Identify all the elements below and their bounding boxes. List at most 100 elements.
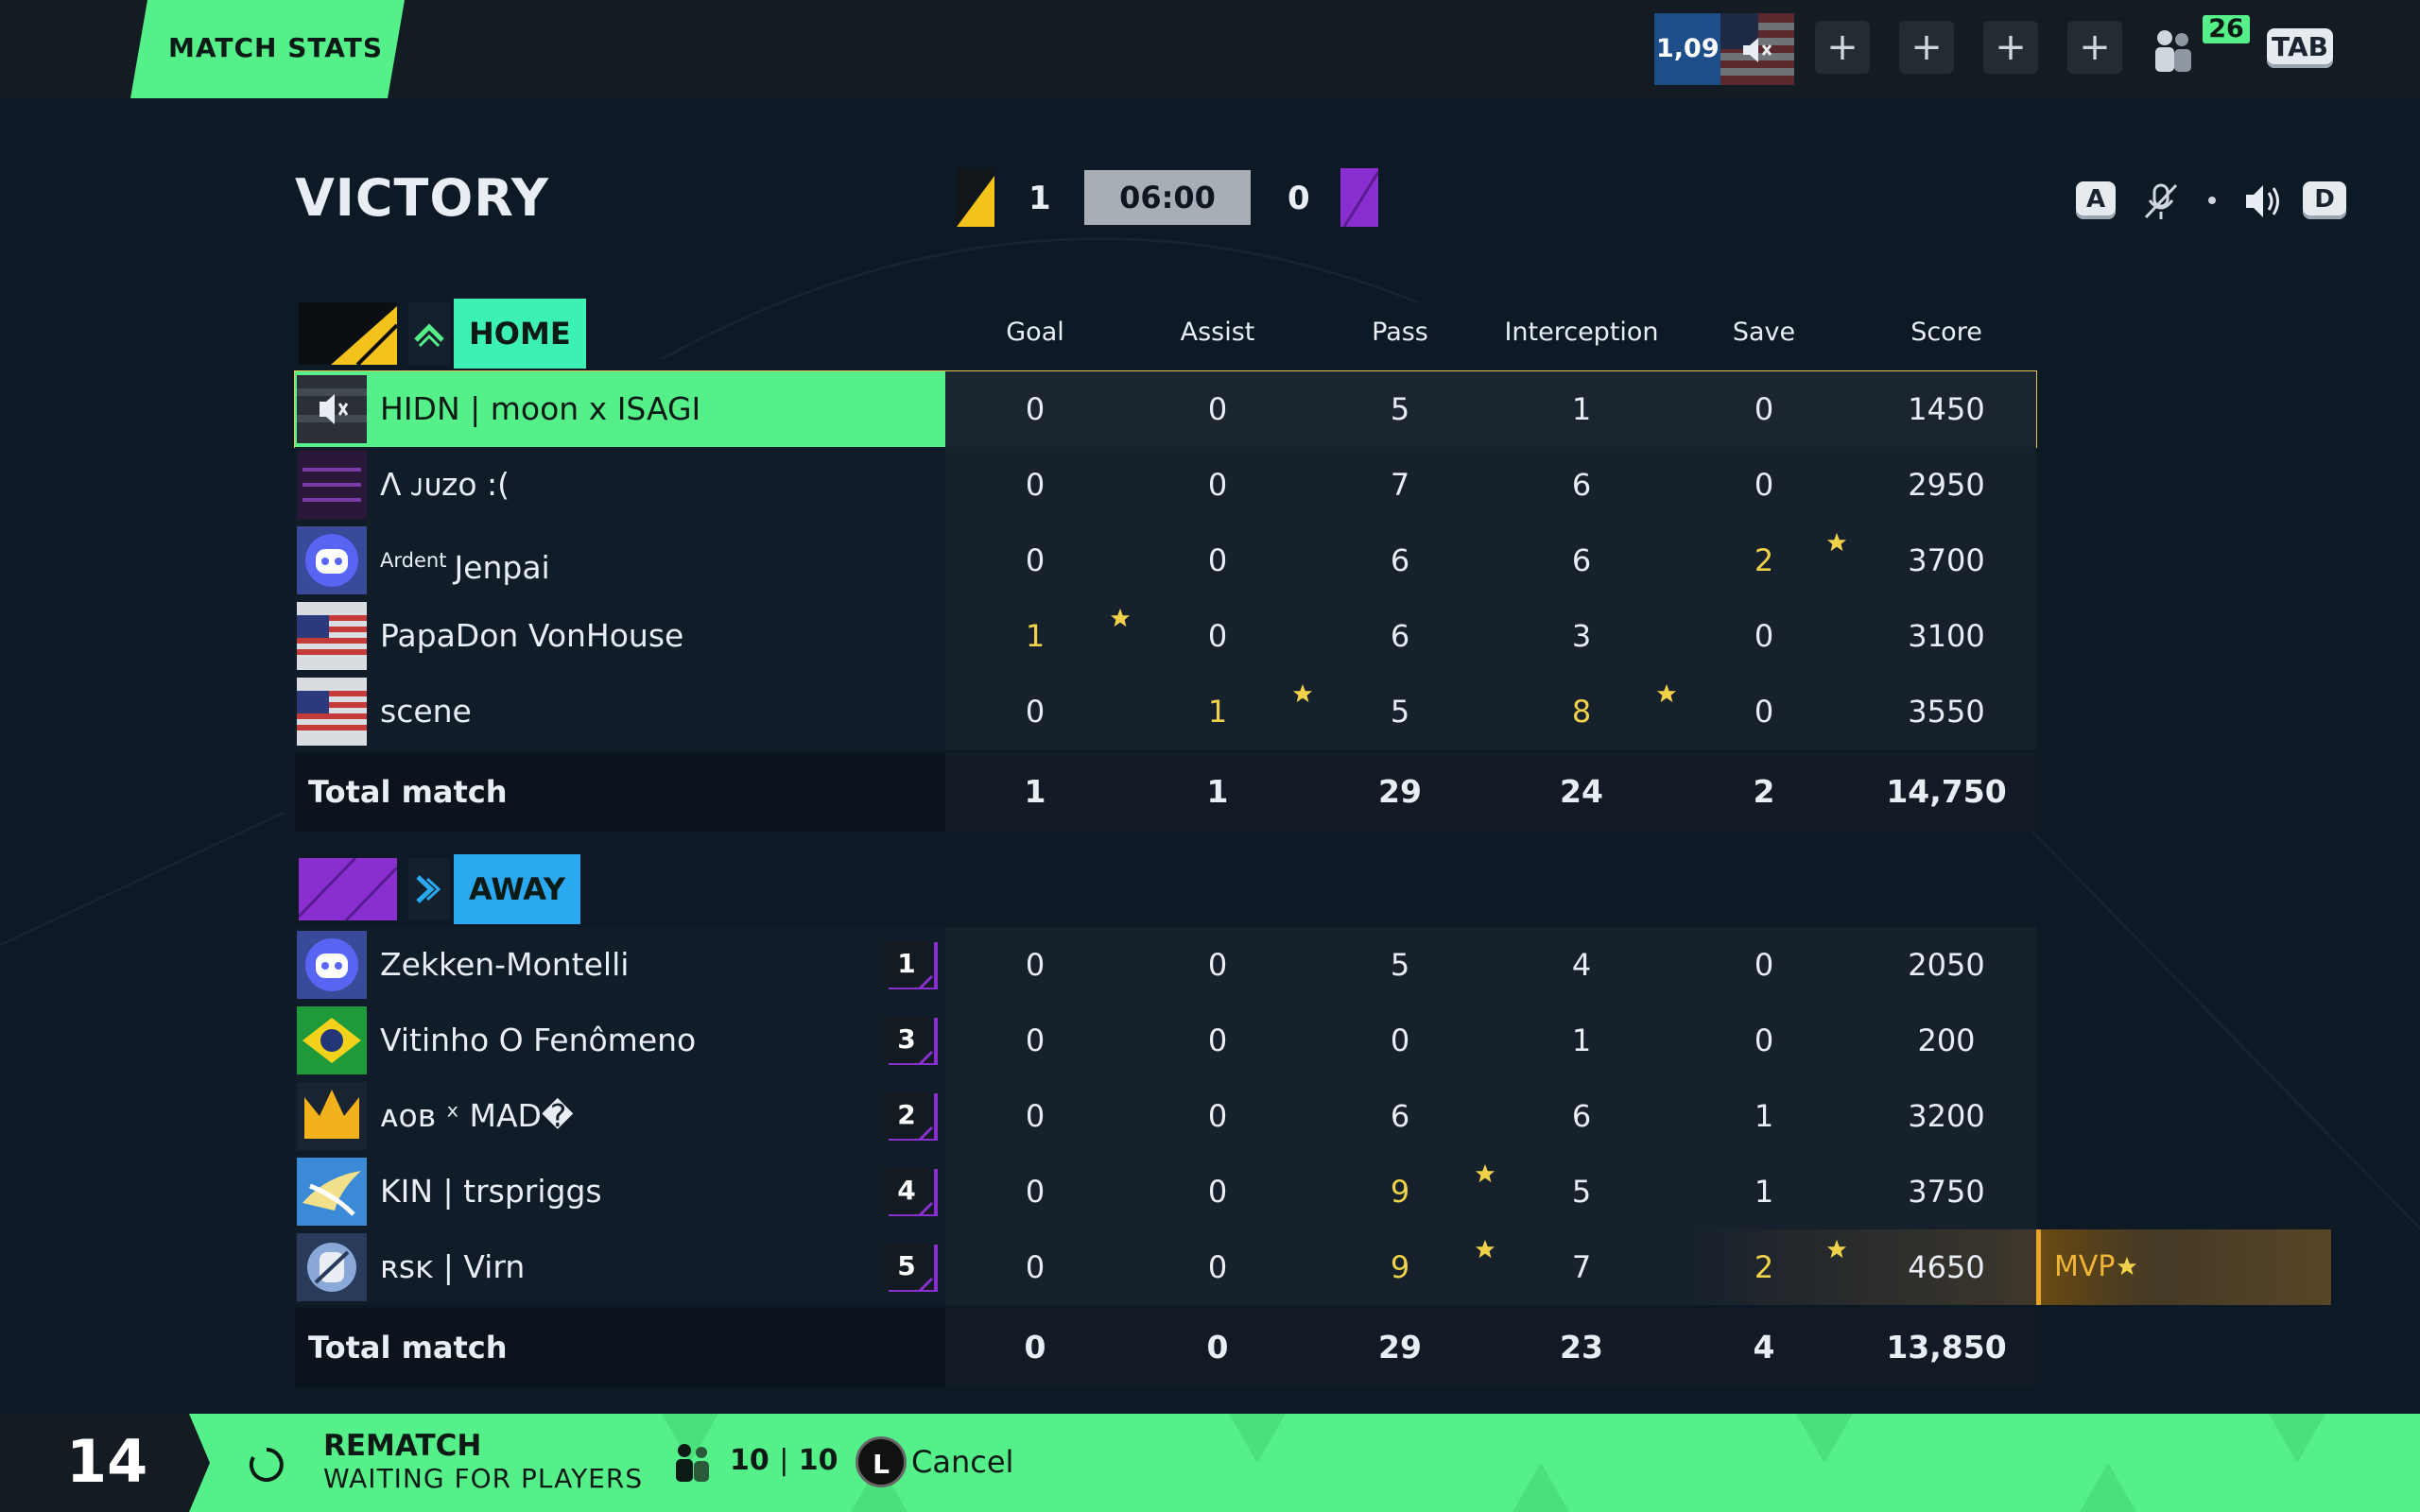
col-score: Score: [1910, 318, 1982, 347]
speaker-icon[interactable]: [2244, 181, 2286, 221]
separator-dot: [2208, 197, 2216, 204]
player-name: ᴀᴏʙ ˣ MAD�: [380, 1097, 574, 1134]
table-row[interactable]: PapaDon VonHouse 1 0 6 3 0 3100: [295, 598, 2036, 674]
table-row[interactable]: HIDN | moon x ISAGI 0 0 5 1 0 1450: [294, 370, 2037, 448]
avatar: [297, 602, 367, 670]
stat-pass: 9: [1390, 1249, 1410, 1285]
stat-score: 3200: [1908, 1098, 1985, 1134]
goalkeeper-glove-icon: [297, 1233, 367, 1301]
tab-key-hint[interactable]: TAB: [2267, 28, 2333, 68]
stat-goal: 0: [1025, 542, 1046, 578]
tab-match-stats[interactable]: MATCH STATS: [130, 0, 405, 98]
stat-assist: 0: [1207, 467, 1228, 503]
home-team-badge: [299, 302, 397, 365]
player-name: HIDN | moon x ISAGI: [380, 390, 701, 427]
col-save: Save: [1732, 318, 1796, 347]
total-goal: 1: [1024, 773, 1046, 810]
plus-icon: +: [1995, 26, 2027, 69]
avatar: [297, 526, 367, 594]
total-pass: 29: [1378, 773, 1422, 810]
rematch-bar: [0, 1414, 2420, 1512]
plus-icon: +: [1826, 26, 1858, 69]
discord-icon: [297, 526, 367, 594]
friends-icon[interactable]: [2148, 28, 2199, 74]
stat-save: 2: [1754, 542, 1774, 578]
empty-party-slot-4[interactable]: +: [2067, 21, 2122, 74]
player-title: Ardent: [380, 549, 447, 572]
table-row[interactable]: Ardent Jenpai 0 0 6 6 2 3700: [295, 523, 2036, 598]
stat-goal: 1: [1025, 618, 1046, 654]
empty-party-slot-1[interactable]: +: [1815, 21, 1870, 74]
stat-pass: 5: [1390, 694, 1410, 730]
us-flag-icon: [297, 678, 367, 746]
mvp-badge: MVP: [2036, 1229, 2158, 1305]
cancel-key-hint[interactable]: L: [856, 1436, 907, 1487]
col-interception: Interception: [1504, 318, 1659, 347]
player-name: Ardent Jenpai: [380, 549, 550, 586]
player-name: scene: [380, 693, 472, 730]
stat-pass: 7: [1390, 467, 1410, 503]
table-row[interactable]: KIN | trspriggs 4 0 0 9 5 1 3750: [295, 1154, 2036, 1229]
table-row[interactable]: Zekken-Montelli 1 0 0 5 4 0 2050: [295, 927, 2036, 1003]
brazil-flag-icon: [297, 1006, 367, 1074]
col-pass: Pass: [1372, 318, 1428, 347]
bar-pattern: [662, 1414, 2325, 1512]
stat-save: 0: [1754, 467, 1774, 503]
stat-interception: 1: [1571, 391, 1592, 427]
stat-assist: 0: [1207, 1249, 1228, 1285]
total-goal: 0: [1024, 1329, 1046, 1366]
total-score: 13,850: [1886, 1329, 2007, 1366]
player-name: ʀsᴋ | Virn: [380, 1248, 526, 1285]
stat-save: 1: [1754, 1174, 1774, 1210]
player-name: Zekken-Montelli: [380, 946, 630, 983]
loading-spinner-icon: [249, 1448, 284, 1482]
chevron-up-icon: [414, 323, 444, 348]
player-name: Vitinho O Fenômeno: [380, 1022, 697, 1058]
stat-assist: 0: [1207, 1022, 1228, 1058]
stat-assist: 0: [1207, 542, 1228, 578]
stat-interception: 3: [1571, 618, 1592, 654]
table-row-mvp[interactable]: ʀsᴋ | Virn 5 0 0 9 7 2 4650: [295, 1229, 2331, 1305]
cancel-button[interactable]: Cancel: [911, 1444, 1014, 1480]
stat-goal: 0: [1025, 467, 1046, 503]
crown-icon: [297, 1082, 367, 1150]
stat-goal: 0: [1025, 1098, 1046, 1134]
home-team-crest: [957, 168, 994, 227]
table-row[interactable]: Λ ᴊᴜᴢᴏ :( 0 0 7 6 0 2950: [295, 447, 2036, 523]
stat-interception: 4: [1571, 947, 1592, 983]
rank-badge: 4: [883, 1167, 938, 1218]
away-total-row: Total match 0 0 29 23 4 13,850: [295, 1308, 2036, 1387]
rematch-status: WAITING FOR PLAYERS: [323, 1463, 644, 1494]
stat-goal: 0: [1025, 694, 1046, 730]
rematch-title: REMATCH: [323, 1429, 482, 1463]
table-row[interactable]: scene 0 1 5 8 0 3550: [295, 674, 2036, 749]
stat-assist: 0: [1207, 1174, 1228, 1210]
star-icon: [1475, 1163, 1495, 1183]
table-row[interactable]: Vitinho O Fenômeno 3 0 0 0 1 0 200: [295, 1003, 2036, 1078]
player-name: PapaDon VonHouse: [380, 617, 684, 654]
player-name: Λ ᴊᴜᴢᴏ :(: [380, 466, 510, 503]
stat-score: 3100: [1908, 618, 1985, 654]
key-a-hint[interactable]: A: [2076, 181, 2116, 219]
stat-score: 1450: [1908, 391, 1985, 427]
empty-party-slot-2[interactable]: +: [1899, 21, 1954, 74]
empty-party-slot-3[interactable]: +: [1983, 21, 2038, 74]
star-icon: [1475, 1239, 1495, 1259]
stat-interception: 6: [1571, 467, 1592, 503]
total-label: Total match: [308, 1330, 508, 1366]
stat-pass: 6: [1390, 618, 1410, 654]
mic-muted-icon[interactable]: [2142, 181, 2180, 221]
stat-score: 4650: [1908, 1249, 1985, 1285]
rank-badge: 1: [883, 940, 938, 991]
col-assist: Assist: [1180, 318, 1255, 347]
stat-assist: 0: [1207, 1098, 1228, 1134]
plus-icon: +: [1910, 26, 1943, 69]
home-total-row: Total match 1 1 29 24 2 14,750: [295, 752, 2036, 832]
table-row[interactable]: ᴀᴏʙ ˣ MAD� 2 0 0 6 6 1 3200: [295, 1078, 2036, 1154]
stat-pass: 5: [1390, 391, 1410, 427]
stat-save: 0: [1754, 1022, 1774, 1058]
away-team-badge: [299, 858, 397, 920]
key-d-hint[interactable]: D: [2303, 181, 2346, 219]
avatar: [297, 678, 367, 746]
rematch-countdown: 14: [66, 1427, 148, 1496]
